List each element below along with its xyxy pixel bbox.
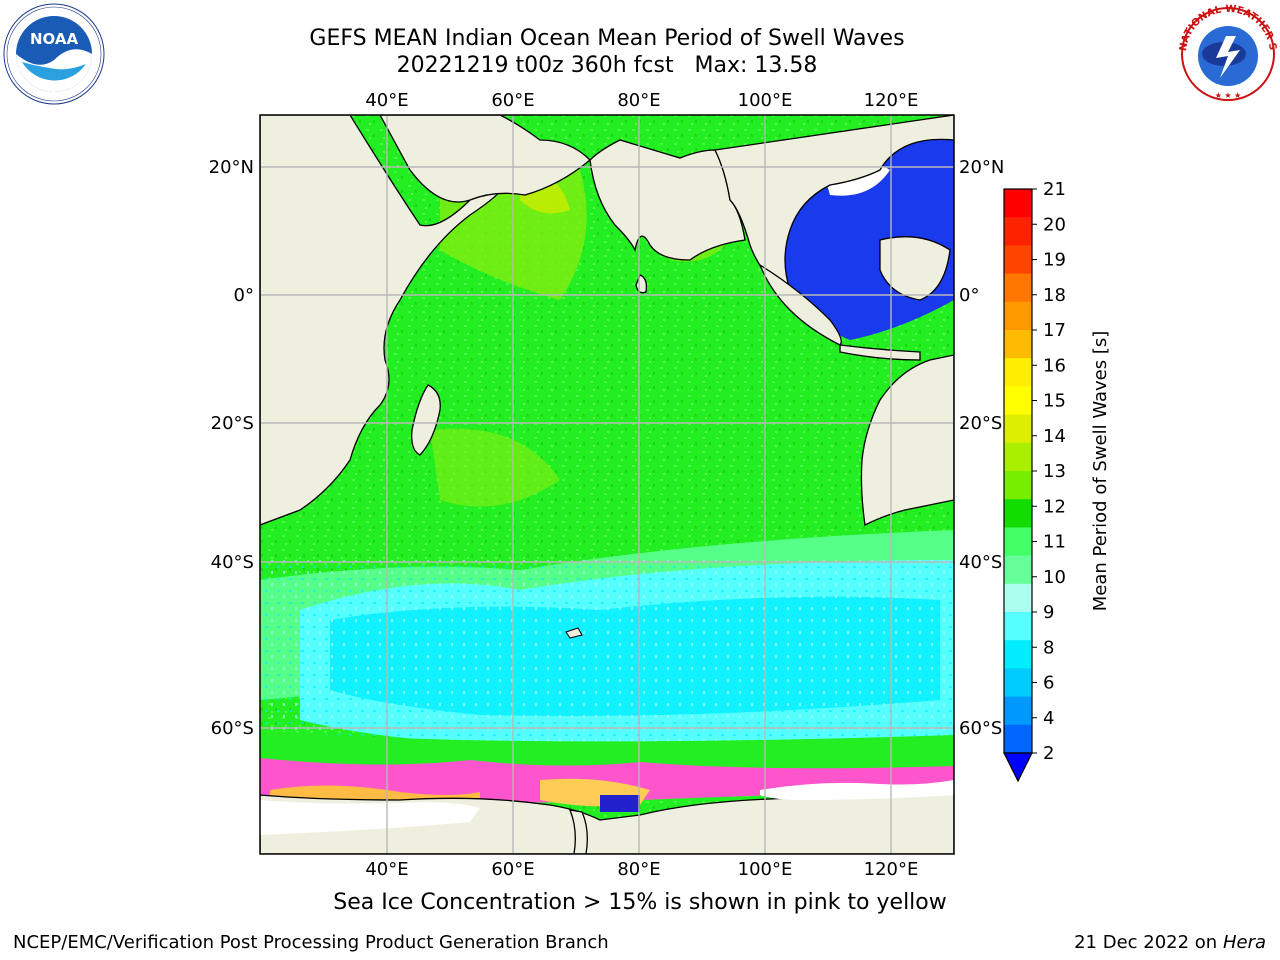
footer-host: Hera	[1222, 932, 1266, 953]
lat-label: 20°S	[211, 413, 254, 434]
lat-label: 0°	[959, 285, 979, 306]
lat-label: 40°S	[959, 552, 1002, 573]
colorbar-swatch	[1004, 330, 1032, 359]
lon-label: 40°E	[365, 90, 408, 111]
sea-ice-note: Sea Ice Concentration > 15% is shown in …	[333, 890, 947, 915]
colorbar-swatch	[1004, 301, 1032, 331]
colorbar-tick-label: 18	[1043, 285, 1066, 306]
lat-label: 60°S	[211, 718, 254, 739]
colorbar-swatch	[1004, 499, 1032, 528]
colorbar-swatch	[1004, 414, 1032, 444]
colorbar-tick-label: 2	[1043, 743, 1054, 764]
lon-label: 60°E	[491, 859, 534, 880]
colorbar-tick-label: 13	[1043, 461, 1066, 482]
colorbar-swatch	[1004, 724, 1032, 754]
lon-labels-top: 40°E 60°E 80°E 100°E 120°E	[365, 90, 918, 111]
chart-title: GEFS MEAN Indian Ocean Mean Period of Sw…	[309, 26, 905, 51]
lat-label: 20°N	[209, 157, 254, 178]
colorbar-tick-label: 15	[1043, 391, 1066, 412]
lat-label: 20°S	[959, 413, 1002, 434]
colorbar-tick-label: 8	[1043, 637, 1054, 658]
lat-label: 0°	[234, 285, 254, 306]
lat-labels-left: 20°N 0° 20°S 40°S 60°S	[209, 157, 254, 739]
colorbar-swatch	[1004, 442, 1032, 472]
land-masses	[260, 115, 954, 854]
colorbar-swatch	[1004, 668, 1032, 698]
colorbar-tick-label: 16	[1043, 355, 1066, 376]
colorbar-tick-label: 10	[1043, 567, 1066, 588]
lon-label: 100°E	[738, 90, 793, 111]
colorbar-swatch	[1004, 471, 1032, 500]
colorbar-swatch	[1004, 527, 1032, 557]
colorbar: 21 20 19 18 17 16 15 14 13 12 11 10 9 8 6 4 2	[1003, 179, 1066, 783]
colorbar-swatch	[1004, 217, 1032, 246]
colorbar-swatch	[1004, 640, 1032, 669]
colorbar-tick-label: 4	[1043, 708, 1054, 729]
colorbar-swatch	[1004, 189, 1032, 218]
lon-label: 100°E	[738, 859, 793, 880]
colorbar-tick-label: 6	[1043, 673, 1054, 694]
footer-credit: NCEP/EMC/Verification Post Processing Pr…	[13, 932, 609, 953]
colorbar-tick-label: 14	[1043, 426, 1066, 447]
colorbar-swatch	[1004, 273, 1032, 303]
lon-labels-bottom: 40°E 60°E 80°E 100°E 120°E	[365, 859, 918, 880]
colorbar-tick-label: 11	[1043, 532, 1066, 553]
noaa-logo: NOAA	[3, 3, 105, 105]
colorbar-swatch	[1004, 555, 1032, 585]
colorbar-swatch	[1004, 245, 1032, 275]
colorbar-tick-label: 9	[1043, 602, 1054, 623]
map-field	[260, 115, 954, 854]
colorbar-swatch	[1004, 696, 1032, 726]
colorbar-tick-label: 21	[1043, 179, 1066, 200]
lon-label: 120°E	[864, 859, 919, 880]
colorbar-under-triangle	[1003, 752, 1033, 783]
lat-labels-right: 20°N 0° 20°S 40°S 60°S	[959, 157, 1004, 739]
footer-date-text: 21 Dec 2022 on	[1074, 932, 1218, 953]
colorbar-tick-label: 20	[1043, 214, 1066, 235]
colorbar-swatch	[1004, 358, 1032, 387]
colorbar-tick-label: 17	[1043, 320, 1066, 341]
chart-subtitle: 20221219 t00z 360h fcst Max: 13.58	[396, 53, 818, 78]
lon-label: 80°E	[617, 859, 660, 880]
footer-date: 21 Dec 2022 on Hera	[1074, 932, 1266, 953]
graticule	[260, 115, 954, 854]
lon-label: 80°E	[617, 90, 660, 111]
svg-text:NOAA: NOAA	[30, 30, 79, 48]
lon-label: 40°E	[365, 859, 408, 880]
colorbar-label: Mean Period of Swell Waves [s]	[1090, 331, 1111, 612]
map-frame	[259, 114, 955, 855]
lon-label: 120°E	[864, 90, 919, 111]
colorbar-tick-label: 19	[1043, 250, 1066, 271]
colorbar-swatch	[1004, 386, 1032, 416]
lat-label: 20°N	[959, 157, 1004, 178]
svg-text:★ ★ ★: ★ ★ ★	[1215, 91, 1242, 100]
nws-logo: NATIONAL WEATHER SERVICE ★ ★ ★	[1176, 2, 1278, 101]
lon-label: 60°E	[491, 90, 534, 111]
lat-label: 40°S	[211, 552, 254, 573]
colorbar-swatch	[1004, 612, 1032, 641]
lat-label: 60°S	[959, 718, 1002, 739]
colorbar-tick-label: 12	[1043, 496, 1066, 517]
colorbar-swatch	[1004, 583, 1032, 613]
